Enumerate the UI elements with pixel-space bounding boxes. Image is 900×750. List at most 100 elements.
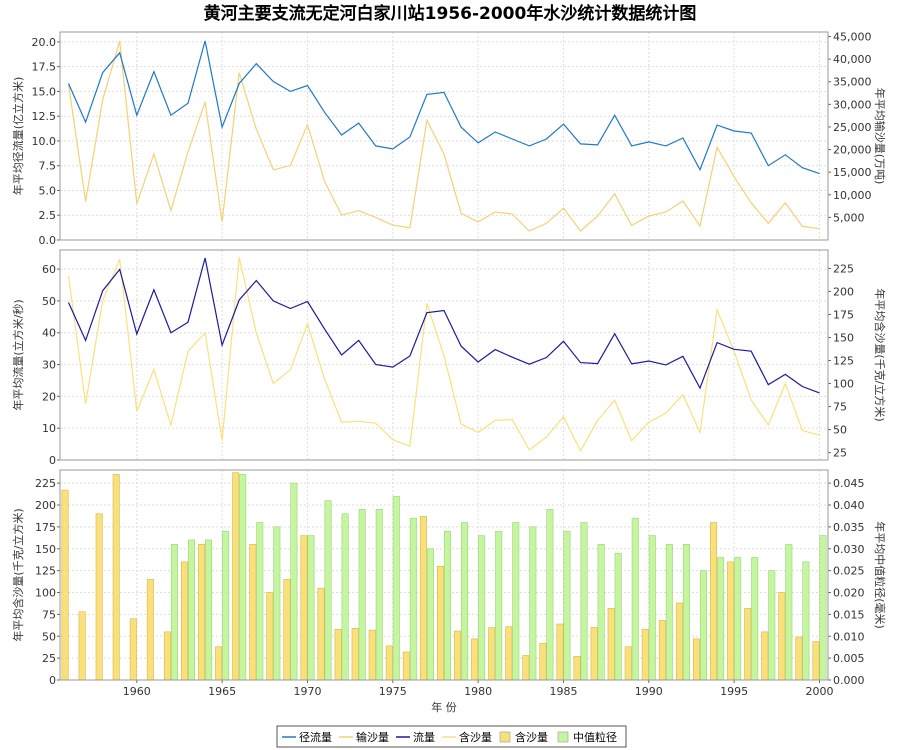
bar-sediment-concentration bbox=[488, 627, 496, 681]
bar-median-grain-size bbox=[239, 474, 247, 681]
bar-median-grain-size bbox=[717, 557, 725, 681]
left-tick-label: 200 bbox=[35, 499, 56, 512]
left-tick-label: 10.0 bbox=[32, 135, 57, 148]
bar-median-grain-size bbox=[614, 552, 622, 681]
left-tick-label: 150 bbox=[35, 543, 56, 556]
line-sediment-load bbox=[67, 40, 820, 232]
left-tick-label: 75 bbox=[42, 608, 56, 621]
legend-label: 含沙量 bbox=[459, 730, 492, 744]
right-tick-label: 125 bbox=[833, 355, 854, 368]
x-tick-label: 2000 bbox=[805, 685, 833, 698]
line-sediment-concentration bbox=[67, 257, 820, 453]
right-tick-label: 0.040 bbox=[833, 499, 865, 512]
left-tick-label: 10 bbox=[42, 422, 56, 435]
bar-median-grain-size bbox=[512, 522, 520, 681]
bar-median-grain-size bbox=[443, 530, 451, 681]
left-tick-label: 175 bbox=[35, 521, 56, 534]
bar-sediment-concentration bbox=[198, 544, 206, 681]
legend-swatch-box bbox=[557, 731, 569, 743]
x-tick-label: 1995 bbox=[720, 685, 748, 698]
bar-median-grain-size bbox=[819, 535, 827, 681]
bar-sediment-concentration bbox=[232, 472, 240, 681]
right-tick-label: 25 bbox=[833, 447, 847, 460]
plot-frame bbox=[59, 31, 829, 241]
bar-median-grain-size bbox=[631, 517, 639, 681]
right-tick-label: 0.015 bbox=[833, 608, 865, 621]
bar-sediment-concentration bbox=[454, 630, 462, 681]
bar-median-grain-size bbox=[375, 509, 383, 681]
right-tick-label: 75 bbox=[833, 401, 847, 414]
bar-sediment-concentration bbox=[522, 655, 530, 681]
bar-sediment-concentration bbox=[761, 631, 769, 681]
x-tick-label: 1990 bbox=[635, 685, 663, 698]
bar-median-grain-size bbox=[358, 509, 366, 681]
x-tick-label: 1980 bbox=[464, 685, 492, 698]
bar-sediment-concentration bbox=[539, 642, 547, 681]
x-tick-label: 1975 bbox=[379, 685, 407, 698]
bar-median-grain-size bbox=[665, 544, 673, 681]
right-tick-label: 30,000 bbox=[833, 98, 872, 111]
bar-median-grain-size bbox=[478, 535, 486, 681]
line-runoff bbox=[67, 40, 820, 175]
bar-sediment-concentration bbox=[641, 628, 649, 681]
bar-sediment-concentration bbox=[112, 474, 120, 681]
bar-sediment-concentration bbox=[334, 628, 342, 681]
bar-sediment-concentration bbox=[317, 587, 325, 681]
bar-sediment-concentration bbox=[471, 638, 479, 681]
left-tick-label: 60 bbox=[42, 263, 56, 276]
right-tick-label: 0.010 bbox=[833, 630, 865, 643]
bar-median-grain-size bbox=[256, 522, 264, 681]
bar-median-grain-size bbox=[768, 570, 776, 681]
left-axis-label: 年平均径流量(亿立方米) bbox=[11, 77, 25, 196]
line-flow bbox=[67, 257, 820, 394]
right-tick-label: 0.000 bbox=[833, 674, 865, 687]
right-tick-label: 0.045 bbox=[833, 477, 865, 490]
bar-sediment-concentration bbox=[556, 623, 564, 681]
bar-median-grain-size bbox=[785, 544, 793, 681]
legend-label: 输沙量 bbox=[356, 730, 389, 744]
bar-sediment-concentration bbox=[402, 651, 410, 681]
right-tick-label: 15,000 bbox=[833, 166, 872, 179]
left-tick-label: 15.0 bbox=[32, 85, 57, 98]
bar-median-grain-size bbox=[222, 530, 230, 681]
bar-median-grain-size bbox=[409, 517, 417, 681]
bar-sediment-concentration bbox=[283, 579, 291, 681]
x-axis-label: 年 份 bbox=[431, 700, 457, 714]
legend-label: 中值粒径 bbox=[573, 730, 617, 744]
left-tick-label: 50 bbox=[42, 295, 56, 308]
bar-sediment-concentration bbox=[744, 607, 752, 681]
plot-frame bbox=[59, 249, 829, 461]
bar-sediment-concentration bbox=[658, 620, 666, 681]
left-tick-label: 125 bbox=[35, 565, 56, 578]
left-tick-label: 30 bbox=[42, 359, 56, 372]
bar-median-grain-size bbox=[341, 513, 349, 681]
right-tick-label: 20,000 bbox=[833, 144, 872, 157]
left-tick-label: 2.5 bbox=[39, 209, 57, 222]
bar-median-grain-size bbox=[426, 548, 434, 681]
bar-median-grain-size bbox=[699, 570, 707, 681]
right-tick-label: 200 bbox=[833, 285, 854, 298]
right-tick-label: 225 bbox=[833, 262, 854, 275]
left-tick-label: 17.5 bbox=[32, 61, 57, 74]
right-tick-label: 45,000 bbox=[833, 31, 872, 44]
right-tick-label: 10,000 bbox=[833, 189, 872, 202]
bar-median-grain-size bbox=[392, 495, 400, 681]
x-tick-label: 1960 bbox=[123, 685, 151, 698]
bar-sediment-concentration bbox=[78, 611, 86, 681]
left-tick-label: 225 bbox=[35, 477, 56, 490]
plot-frame bbox=[59, 469, 829, 681]
bar-median-grain-size bbox=[273, 526, 281, 681]
bar-sediment-concentration bbox=[368, 629, 376, 681]
left-tick-label: 50 bbox=[42, 630, 56, 643]
bar-median-grain-size bbox=[170, 544, 178, 681]
x-tick-label: 1970 bbox=[293, 685, 321, 698]
bar-median-grain-size bbox=[802, 561, 810, 681]
bar-sediment-concentration bbox=[624, 646, 632, 681]
chart-legend: 径流量 输沙量 流量 含沙量 含沙量 中值粒径 bbox=[276, 725, 627, 748]
bar-median-grain-size bbox=[597, 544, 605, 681]
left-tick-label: 0 bbox=[49, 454, 56, 467]
legend-label: 流量 bbox=[413, 730, 435, 744]
right-tick-label: 150 bbox=[833, 332, 854, 345]
bar-median-grain-size bbox=[751, 557, 759, 681]
